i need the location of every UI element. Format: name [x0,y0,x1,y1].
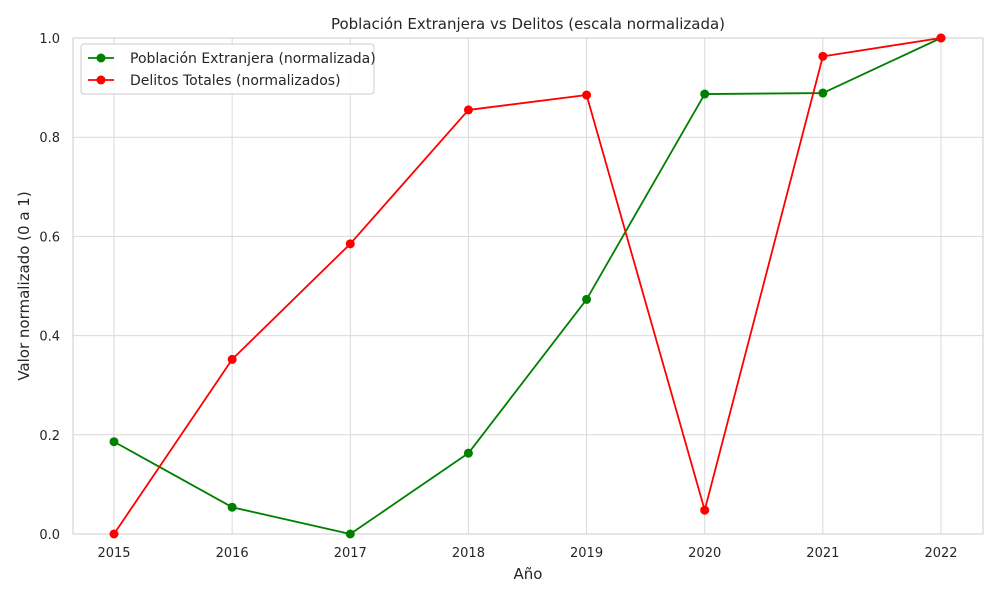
x-tick-label: 2022 [924,546,957,561]
data-point [345,239,355,249]
data-point [582,90,592,100]
data-point [109,529,119,539]
y-axis-label: Valor normalizado (0 a 1) [15,191,33,380]
data-point [109,437,119,447]
x-tick-label: 2019 [570,546,603,561]
legend-label-delitos: Delitos Totales (normalizados) [130,73,341,89]
series-line [113,37,942,535]
x-tick-label: 2021 [806,546,839,561]
data-point [345,529,355,539]
data-point [700,89,710,99]
series-1 [109,33,946,539]
data-point [818,51,828,61]
data-point [700,505,710,515]
y-tick-label: 0.6 [39,230,60,245]
data-point [227,502,237,512]
data-point [463,448,473,458]
x-tick-label: 2018 [452,546,485,561]
y-tick-label: 1.0 [39,32,60,47]
y-tick-label: 0.0 [39,528,60,543]
y-tick-label: 0.8 [39,131,60,146]
y-tick-label: 0.2 [39,429,60,444]
x-tick-labels: 2015 2016 2017 2018 2019 2020 2021 2022 [97,546,957,561]
legend: Población Extranjera (normalizada) Delit… [80,43,376,95]
series-line [113,37,942,535]
legend-label-poblacion: Población Extranjera (normalizada) [130,51,376,67]
series-group [109,33,946,539]
x-axis-label: Año [514,565,543,583]
x-tick-label: 2015 [97,546,130,561]
y-tick-label: 0.4 [39,330,60,345]
x-tick-label: 2016 [216,546,249,561]
legend-box [80,43,375,95]
legend-marker-poblacion [96,53,106,63]
data-point [227,354,237,364]
x-tick-label: 2017 [334,546,367,561]
x-tick-label: 2020 [688,546,721,561]
chart-title: Población Extranjera vs Delitos (escala … [331,15,725,33]
data-point [463,105,473,115]
plot-frame [72,37,984,535]
y-tick-labels: 0.0 0.2 0.4 0.6 0.8 1.0 [39,32,60,543]
legend-marker-delitos [96,75,106,85]
plot-area [73,38,983,534]
data-point [582,294,592,304]
data-point [818,88,828,98]
data-point [936,33,946,43]
